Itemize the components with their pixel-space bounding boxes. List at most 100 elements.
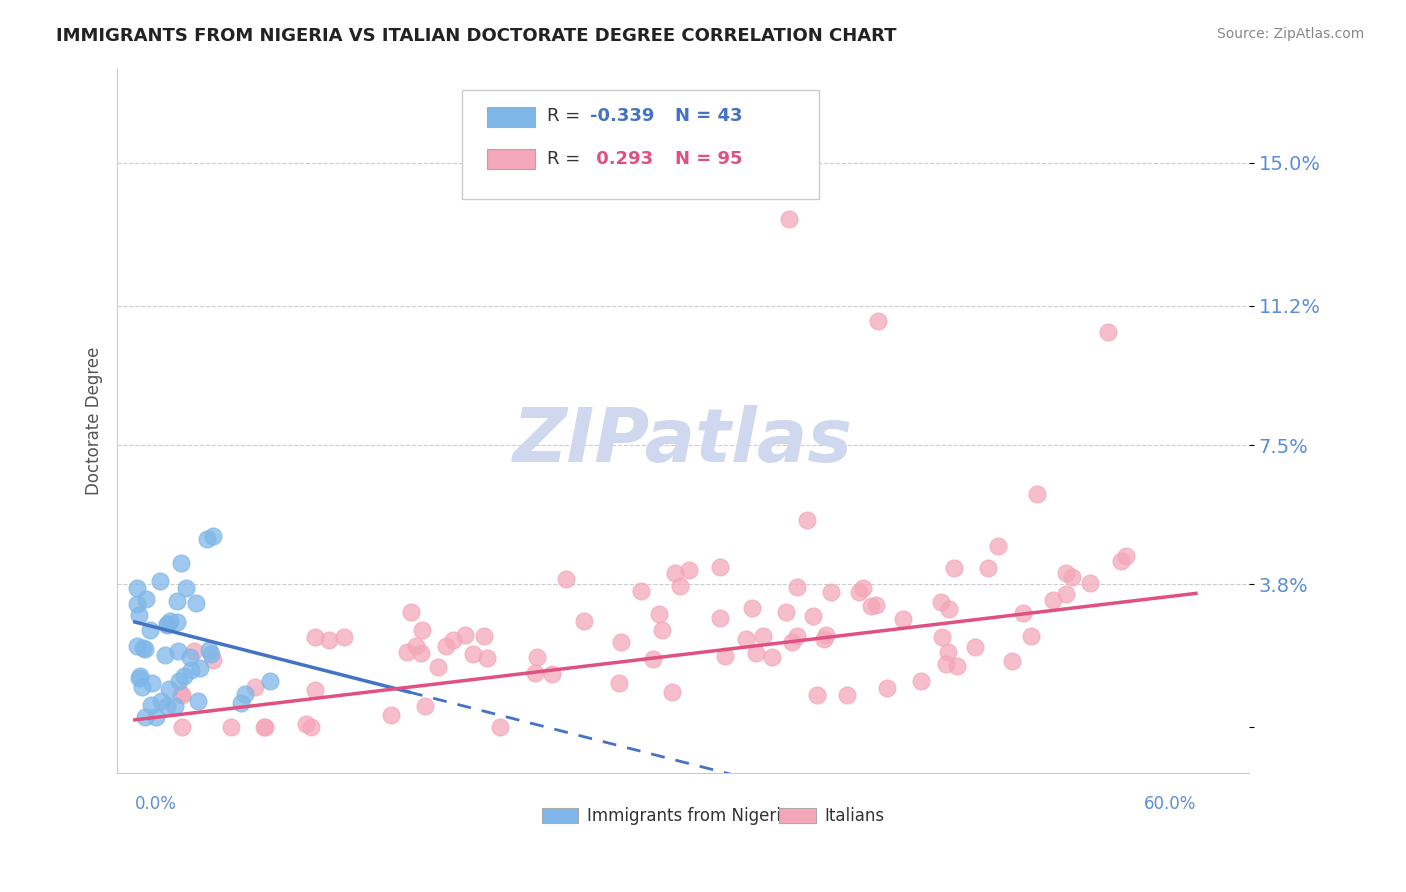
Point — [173, 669, 195, 683]
Point — [786, 629, 808, 643]
Point — [848, 584, 870, 599]
Point — [134, 710, 156, 724]
Point — [1012, 607, 1035, 621]
Bar — [488, 107, 534, 127]
Point — [167, 644, 190, 658]
Point — [184, 596, 207, 610]
Point — [399, 605, 422, 619]
Point — [541, 666, 564, 681]
Point — [128, 672, 150, 686]
Point — [1054, 566, 1077, 580]
Point — [648, 607, 671, 621]
Point — [125, 639, 148, 653]
Point — [643, 652, 665, 666]
Point — [709, 610, 731, 624]
Point — [125, 581, 148, 595]
Point — [155, 648, 177, 662]
Point — [778, 212, 800, 227]
Text: 0.293: 0.293 — [591, 150, 654, 168]
Point — [396, 645, 419, 659]
Point — [801, 609, 824, 624]
Point — [411, 646, 433, 660]
Point — [876, 681, 898, 696]
Point — [651, 624, 673, 638]
Point — [454, 628, 477, 642]
Point — [174, 581, 197, 595]
Point — [159, 681, 181, 696]
Point — [333, 630, 356, 644]
Bar — [779, 808, 815, 823]
Point — [200, 647, 222, 661]
Y-axis label: Doctorate Degree: Doctorate Degree — [86, 346, 103, 495]
Point — [526, 650, 548, 665]
Point — [411, 623, 433, 637]
Point — [865, 598, 887, 612]
Point — [159, 614, 181, 628]
Point — [135, 592, 157, 607]
Point — [1115, 549, 1137, 564]
Point — [170, 720, 193, 734]
Point — [149, 694, 172, 708]
Point — [1001, 655, 1024, 669]
Point — [477, 650, 499, 665]
Point — [149, 574, 172, 588]
Point — [304, 683, 326, 698]
Text: R =: R = — [547, 150, 586, 168]
Point — [866, 314, 889, 328]
FancyBboxPatch shape — [463, 89, 818, 199]
Point — [835, 689, 858, 703]
Point — [132, 640, 155, 655]
Point — [661, 685, 683, 699]
Point — [965, 640, 987, 655]
Point — [796, 513, 818, 527]
Point — [938, 644, 960, 658]
Point — [415, 699, 437, 714]
Point — [852, 581, 875, 595]
Point — [735, 632, 758, 646]
Point — [259, 673, 281, 688]
Point — [166, 594, 188, 608]
Point — [243, 681, 266, 695]
Point — [678, 563, 700, 577]
Point — [1097, 325, 1119, 339]
Point — [893, 612, 915, 626]
Point — [1025, 487, 1047, 501]
Point — [935, 657, 957, 672]
Point — [931, 630, 953, 644]
Point — [813, 632, 835, 647]
Point — [761, 650, 783, 665]
Point — [166, 615, 188, 629]
Text: 0.0%: 0.0% — [135, 795, 177, 814]
Point — [139, 698, 162, 712]
Point — [229, 697, 252, 711]
Point — [129, 669, 152, 683]
Text: Immigrants from Nigeria: Immigrants from Nigeria — [586, 806, 792, 824]
Text: Source: ZipAtlas.com: Source: ZipAtlas.com — [1216, 27, 1364, 41]
Point — [170, 687, 193, 701]
Point — [169, 673, 191, 688]
Bar — [541, 808, 578, 823]
Text: N = 43: N = 43 — [675, 107, 742, 126]
Point — [938, 602, 960, 616]
Point — [472, 629, 495, 643]
Point — [664, 566, 686, 580]
Point — [775, 605, 797, 619]
Point — [128, 608, 150, 623]
Point — [780, 634, 803, 648]
Point — [1054, 587, 1077, 601]
Point — [669, 579, 692, 593]
Text: N = 95: N = 95 — [675, 150, 742, 168]
Point — [155, 699, 177, 714]
Point — [187, 694, 209, 708]
Point — [463, 647, 485, 661]
Point — [198, 642, 221, 657]
Text: IMMIGRANTS FROM NIGERIA VS ITALIAN DOCTORATE DEGREE CORRELATION CHART: IMMIGRANTS FROM NIGERIA VS ITALIAN DOCTO… — [56, 27, 897, 45]
Point — [929, 595, 952, 609]
Point — [253, 720, 276, 734]
Point — [555, 572, 578, 586]
Text: Italians: Italians — [824, 806, 884, 824]
Point — [145, 710, 167, 724]
Point — [1109, 554, 1132, 568]
Point — [195, 532, 218, 546]
Point — [1019, 629, 1042, 643]
